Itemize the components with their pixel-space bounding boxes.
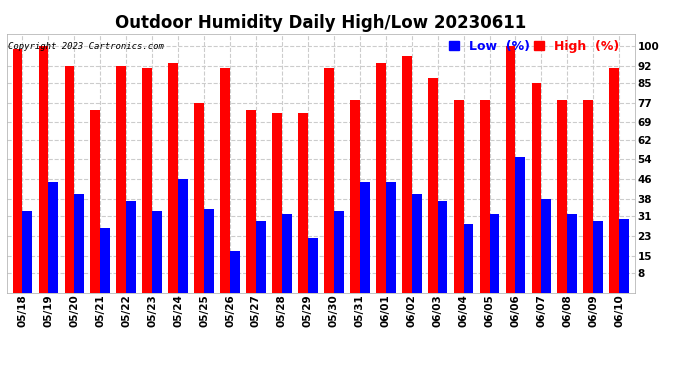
Legend: Low  (%), High  (%): Low (%), High (%) (449, 40, 619, 53)
Bar (428, 78, 437, 292)
Bar (515, 157, 525, 292)
Bar (178, 179, 188, 292)
Bar (376, 63, 386, 292)
Text: Copyright 2023 Cartronics.com: Copyright 2023 Cartronics.com (8, 42, 164, 51)
Bar (246, 110, 256, 292)
Bar (298, 112, 308, 292)
Bar (75, 194, 84, 292)
Bar (437, 201, 448, 292)
Bar (256, 221, 266, 292)
Bar (272, 112, 282, 292)
Bar (324, 68, 334, 292)
Bar (23, 211, 32, 292)
Bar (100, 228, 110, 292)
Bar (386, 182, 395, 292)
Bar (64, 66, 75, 292)
Bar (334, 211, 344, 292)
Bar (359, 182, 370, 292)
Bar (480, 100, 489, 292)
Bar (619, 219, 629, 292)
Bar (558, 100, 567, 292)
Title: Outdoor Humidity Daily High/Low 20230611: Outdoor Humidity Daily High/Low 20230611 (115, 14, 526, 32)
Bar (220, 68, 230, 292)
Bar (152, 211, 162, 292)
Bar (12, 48, 23, 292)
Bar (282, 214, 292, 292)
Bar (542, 199, 551, 292)
Bar (531, 83, 542, 292)
Bar (350, 100, 359, 292)
Bar (308, 238, 317, 292)
Bar (194, 103, 204, 292)
Bar (39, 46, 48, 292)
Bar (230, 251, 240, 292)
Bar (412, 194, 422, 292)
Bar (402, 56, 412, 292)
Bar (142, 68, 152, 292)
Bar (464, 224, 473, 292)
Bar (204, 209, 214, 292)
Bar (48, 182, 58, 292)
Bar (117, 66, 126, 292)
Bar (126, 201, 136, 292)
Bar (454, 100, 464, 292)
Bar (609, 68, 619, 292)
Bar (90, 110, 100, 292)
Bar (168, 63, 178, 292)
Bar (584, 100, 593, 292)
Bar (567, 214, 578, 292)
Bar (593, 221, 603, 292)
Bar (489, 214, 500, 292)
Bar (506, 46, 515, 292)
